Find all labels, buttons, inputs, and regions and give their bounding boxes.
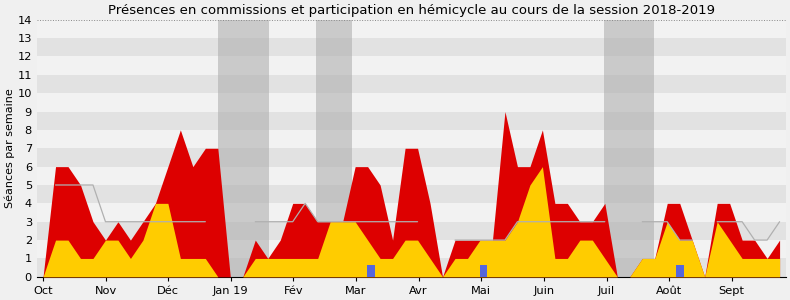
Bar: [676, 265, 684, 277]
Bar: [37, 185, 786, 203]
Bar: [37, 112, 786, 130]
Bar: [37, 148, 786, 166]
Title: Présences en commissions et participation en hémicycle au cours de la session 20: Présences en commissions et participatio…: [107, 4, 715, 17]
Bar: [37, 167, 786, 185]
Bar: [37, 203, 786, 222]
Bar: [217, 20, 269, 277]
Bar: [37, 258, 786, 277]
Bar: [37, 240, 786, 258]
Bar: [480, 265, 487, 277]
Bar: [37, 20, 786, 38]
Bar: [37, 93, 786, 112]
Bar: [604, 20, 654, 277]
Bar: [37, 38, 786, 56]
Bar: [37, 56, 786, 75]
Bar: [315, 20, 352, 277]
Bar: [37, 130, 786, 148]
Bar: [37, 75, 786, 93]
Y-axis label: Séances par semaine: Séances par semaine: [4, 88, 15, 208]
Bar: [37, 222, 786, 240]
Bar: [367, 265, 374, 277]
